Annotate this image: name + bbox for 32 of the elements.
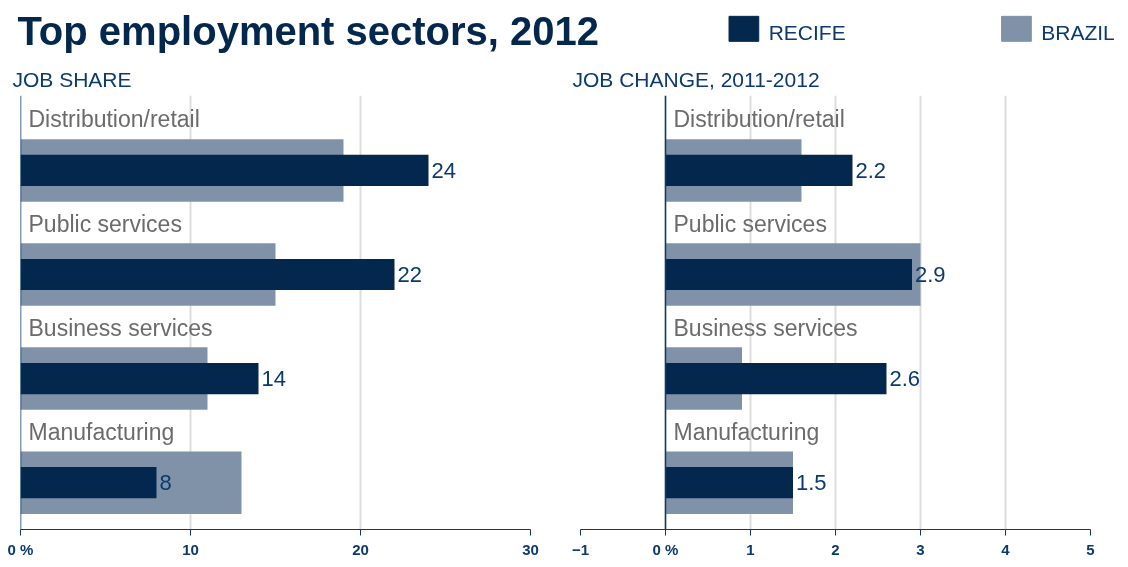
x-tick-label: −1 bbox=[571, 540, 590, 558]
chart-subtitle: JOB CHANGE, 2011-2012 bbox=[572, 67, 820, 91]
y-tick-label: Manufacturing bbox=[28, 418, 175, 445]
chart-title: Top employment sectors, 2012 bbox=[17, 8, 600, 53]
x-tick-label: 30 bbox=[522, 540, 539, 558]
data-label: 2.6 bbox=[889, 366, 921, 392]
legend-label: RECIFE bbox=[768, 20, 846, 44]
chart-subtitle: JOB SHARE bbox=[12, 67, 132, 91]
y-tick-label: Business services bbox=[673, 314, 858, 341]
y-tick-label: Public services bbox=[673, 210, 827, 237]
y-tick-label: Public services bbox=[28, 210, 182, 237]
x-tick-label: 3 bbox=[916, 540, 925, 558]
x-tick-label: 4 bbox=[1001, 540, 1011, 558]
data-label: 8 bbox=[159, 470, 172, 496]
x-tick-label: 10 bbox=[182, 540, 199, 558]
data-label: 14 bbox=[261, 366, 286, 392]
y-tick-label: Distribution/retail bbox=[28, 106, 200, 133]
data-label: 2.2 bbox=[855, 157, 887, 183]
x-tick-label: 0 % bbox=[7, 540, 34, 558]
x-tick-label: 2 bbox=[831, 540, 840, 558]
data-label: 1.5 bbox=[796, 470, 827, 496]
x-tick-label: 5 bbox=[1086, 540, 1095, 558]
y-tick-label: Manufacturing bbox=[673, 418, 820, 445]
data-label: 22 bbox=[397, 262, 422, 288]
y-tick-label: Business services bbox=[28, 314, 213, 341]
y-tick-label: Distribution/retail bbox=[673, 106, 845, 133]
legend-label: BRAZIL bbox=[1041, 20, 1115, 44]
x-tick-label: 0 % bbox=[652, 540, 679, 558]
x-tick-label: 20 bbox=[352, 540, 369, 558]
data-label: 2.9 bbox=[915, 262, 946, 288]
x-tick-label: 1 bbox=[746, 540, 755, 558]
data-label: 24 bbox=[431, 157, 456, 183]
